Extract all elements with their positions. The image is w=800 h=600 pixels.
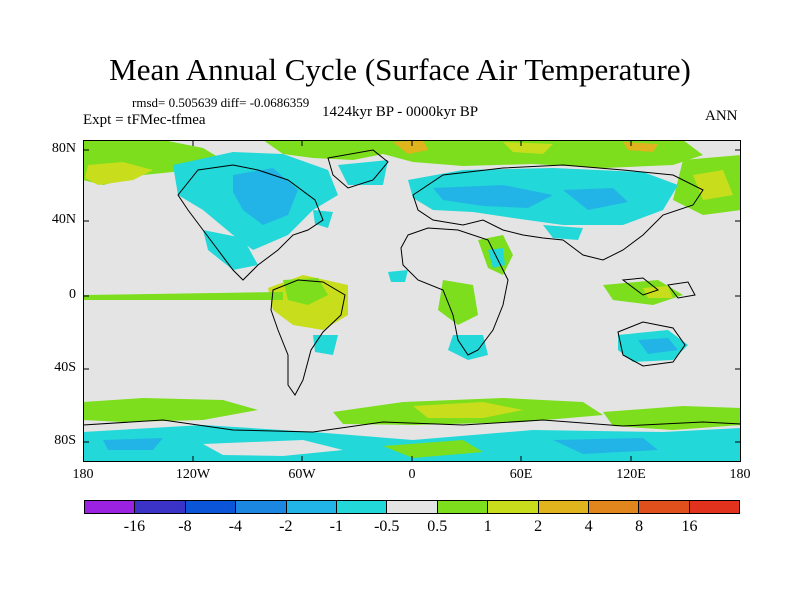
anomaly-region: [338, 160, 388, 185]
colorbar-box: [588, 501, 640, 513]
anomaly-region: [433, 185, 553, 208]
x-ticks: [192, 140, 632, 462]
colorbar-box: [135, 501, 186, 513]
colorbar-box: [639, 501, 690, 513]
anomaly-region: [413, 402, 523, 418]
colorbar-label: -8: [178, 518, 192, 535]
x-axis-label-180e: 180: [729, 467, 751, 482]
colorbar-box: [437, 501, 489, 513]
anomaly-region: [448, 335, 488, 360]
x-axis-label-120w: 120W: [175, 467, 211, 482]
anomaly-region: [313, 335, 338, 355]
anomaly-region: [638, 338, 678, 354]
experiment-label: Expt = tFMec-tfmea: [83, 112, 206, 128]
x-axis-label-60e: 60E: [509, 467, 533, 482]
colorbar-label: -1: [329, 518, 343, 535]
anomaly-region: [603, 406, 741, 430]
colorbar-label: 2: [534, 518, 543, 535]
colorbar-label: -4: [228, 518, 243, 535]
anomaly-region: [233, 168, 298, 225]
anomaly-region: [383, 440, 483, 458]
colorbar-box: [236, 501, 287, 513]
anomaly-region: [203, 440, 343, 456]
colorbar-label: -2: [279, 518, 293, 535]
anomaly-region: [543, 225, 583, 240]
colorbar-box: [286, 501, 337, 513]
colorbar-box: [85, 501, 136, 513]
colorbar-label: 8: [635, 518, 644, 535]
anomaly-region: [203, 230, 258, 270]
colorbar-label: 0.5: [427, 518, 448, 535]
y-axis-label-40n: 40N: [51, 212, 76, 227]
x-axis-label-180w: 180: [72, 467, 94, 482]
anomaly-region: [263, 140, 403, 160]
anomaly-region: [563, 188, 628, 210]
anomaly-region: [623, 142, 658, 152]
colorbar: [84, 500, 740, 514]
anomaly-region: [603, 280, 683, 305]
anomaly-region: [388, 270, 408, 282]
season-label: ANN: [705, 108, 738, 124]
anomaly-region: [283, 278, 328, 305]
period-label: 1424kyr BP - 0000kyr BP: [322, 104, 479, 120]
y-axis-label-0: 0: [69, 287, 76, 302]
colorbar-box: [336, 501, 388, 513]
anomaly-region: [693, 170, 733, 200]
y-ticks: [83, 149, 741, 443]
anomaly-region: [83, 398, 258, 422]
colorbar-box: [185, 501, 237, 513]
coastlines: [83, 149, 741, 433]
plot-title: Mean Annual Cycle (Surface Air Temperatu…: [109, 52, 691, 87]
x-axis-label-0: 0: [408, 467, 416, 482]
colorbar-box: [538, 501, 589, 513]
anomaly-region: [85, 162, 153, 185]
stats-label: rmsd= 0.505639 diff= -0.0686359: [132, 95, 310, 110]
y-axis-label-80n: 80N: [51, 141, 76, 156]
y-axis-label-80s: 80S: [54, 433, 76, 448]
y-axis-label-40s: 40S: [54, 360, 76, 375]
anomaly-region: [553, 438, 658, 454]
colorbar-label: 16: [681, 518, 698, 535]
colorbar-box: [387, 501, 438, 513]
anomaly-region: [103, 438, 163, 450]
world-map: [83, 140, 741, 462]
anomaly-region: [393, 140, 428, 154]
anomaly-region: [643, 286, 673, 298]
colorbar-box: [689, 501, 740, 513]
anomaly-region: [503, 142, 553, 154]
colorbar-label: -0.5: [374, 518, 400, 535]
colorbar-box: [488, 501, 539, 513]
colorbar-label: -16: [123, 518, 146, 535]
anomaly-region: [83, 292, 283, 300]
x-axis-label-120e: 120E: [616, 467, 646, 482]
x-axis-label-60w: 60W: [288, 467, 316, 482]
colorbar-label: 1: [483, 518, 492, 535]
anomaly-region: [438, 280, 478, 325]
colorbar-label: 4: [584, 518, 593, 535]
